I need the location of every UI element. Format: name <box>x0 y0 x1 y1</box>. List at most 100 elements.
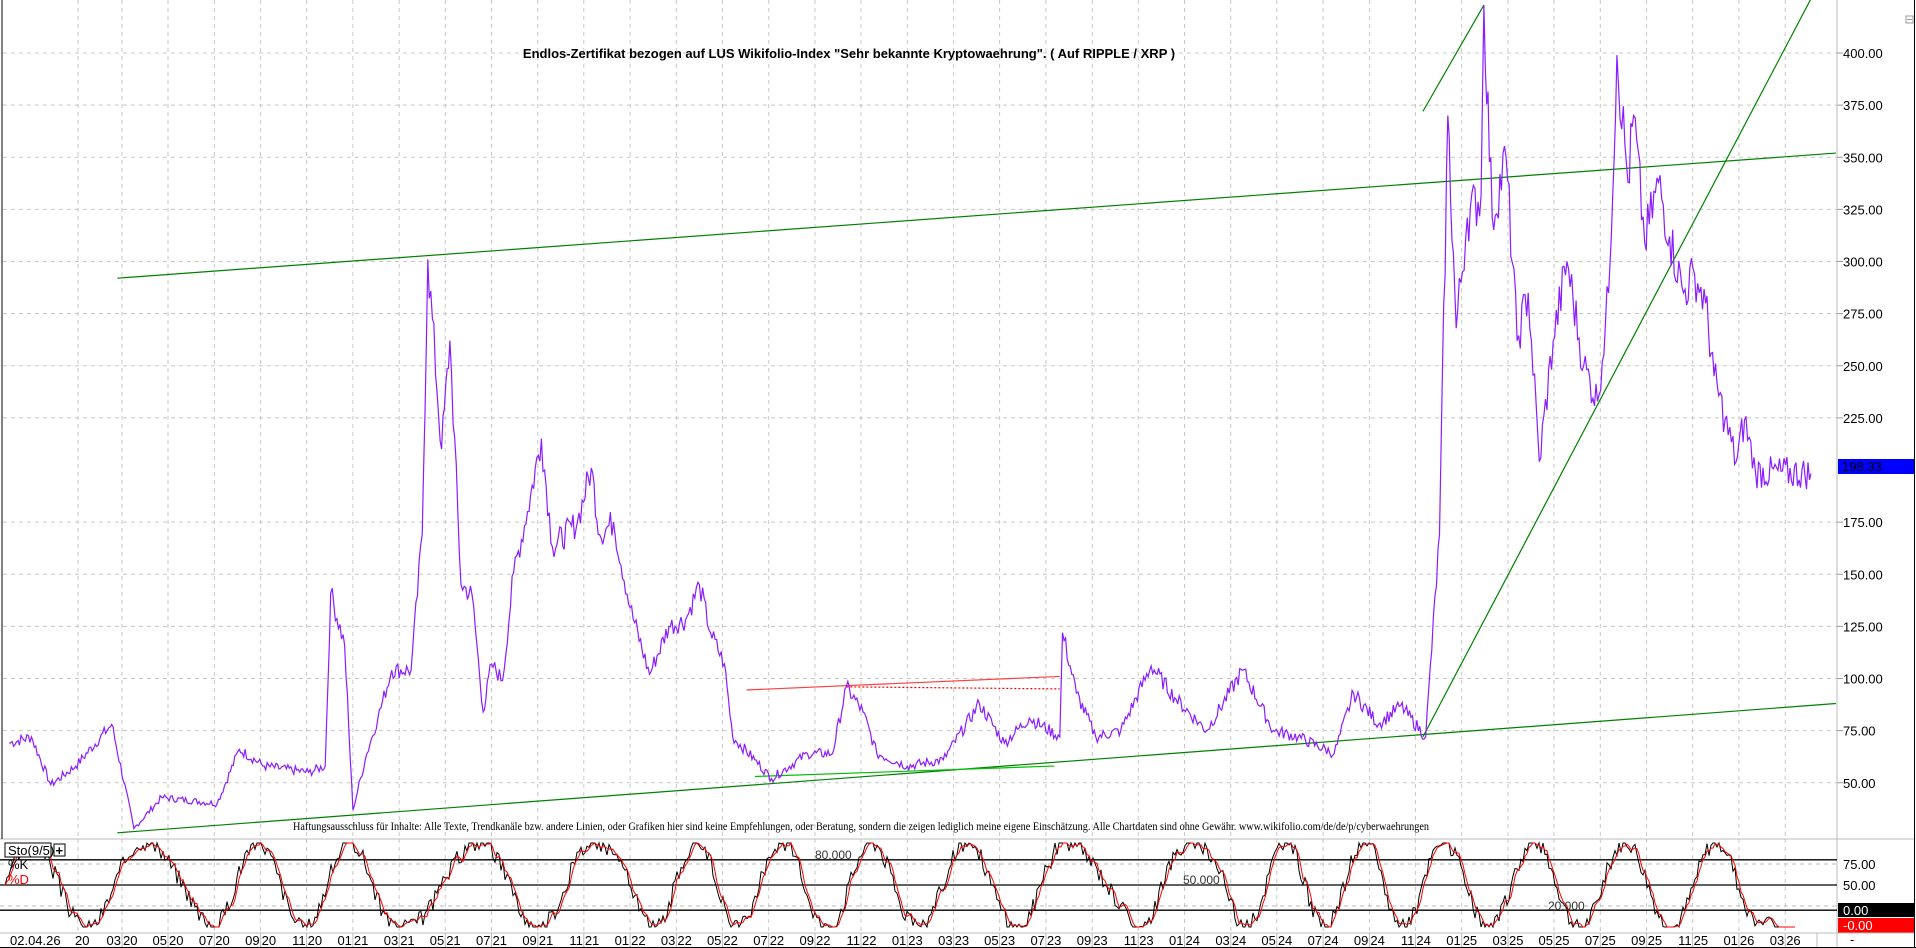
time-axis-month-label: 05 <box>153 933 167 948</box>
time-axis-year-label: 22 <box>816 933 830 948</box>
time-axis-month-label: 03 <box>1493 933 1507 948</box>
time-axis-year-label: 24 <box>1324 933 1338 948</box>
plus-icon[interactable]: + <box>56 843 64 858</box>
price-axis-label: 150.00 <box>1843 567 1883 582</box>
time-axis-year-label: 25 <box>1601 933 1615 948</box>
time-axis-month-label: 03 <box>1215 933 1229 948</box>
time-axis-year-label: 21 <box>493 933 507 948</box>
time-axis-end-label: - <box>1850 932 1854 947</box>
time-axis-year-label: 24 <box>1416 933 1430 948</box>
time-axis-month-label: 07 <box>753 933 767 948</box>
time-axis-year-label: 24 <box>1370 933 1384 948</box>
price-axis: 400.00 375.00 350.00 325.00 300.00 275.00 250.… <box>1837 46 1883 791</box>
time-axis-month-label: 03 <box>384 933 398 948</box>
time-axis-month-label: 07 <box>199 933 213 948</box>
price-axis-label: 225.00 <box>1843 411 1883 426</box>
time-axis-month-label: 11 <box>1124 933 1138 948</box>
time-axis-month-label: 03 <box>938 933 952 948</box>
price-axis-label: 75.00 <box>1843 724 1876 739</box>
trendline-resistance <box>746 675 1060 691</box>
time-axis-year-label: 21 <box>446 933 460 948</box>
d-value: -0.00 <box>1843 918 1873 933</box>
time-axis-month-label: 01 <box>615 933 629 948</box>
level-label-80: 80.000 <box>815 848 852 862</box>
time-axis-month-label: 05 <box>707 933 721 948</box>
time-axis-year-label: 20 <box>215 933 229 948</box>
time-axis: 03 20 05 20 07 20 09 20 11 20 01 21 03 21 05 21 07 21 09 21… <box>107 933 1801 948</box>
time-axis-partial-label: 20 <box>75 933 89 948</box>
time-axis-year-label: 21 <box>400 933 414 948</box>
stoch-k-line <box>4 841 1795 929</box>
price-axis-label: 325.00 <box>1843 202 1883 217</box>
time-axis-month-label: 07 <box>1030 933 1044 948</box>
time-axis-month-label: 09 <box>522 933 536 948</box>
grid <box>3 0 1837 933</box>
time-axis-year-label: 21 <box>539 933 553 948</box>
time-axis-year-label: 23 <box>1139 933 1153 948</box>
time-axis-month-label: 11 <box>569 933 583 948</box>
time-axis-year-label: 25 <box>1694 933 1708 948</box>
price-axis-label: 100.00 <box>1843 672 1883 687</box>
time-axis-year-label: 22 <box>862 933 876 948</box>
collapse-icon[interactable] <box>1905 15 1914 24</box>
time-axis-year-label: 25 <box>1509 933 1523 948</box>
add-indicator-button[interactable] <box>53 843 66 857</box>
time-axis-month-label: 01 <box>1446 933 1460 948</box>
time-axis-year-label: 24 <box>1232 933 1246 948</box>
time-axis-year-label: 24 <box>1186 933 1200 948</box>
collapse-icon-box[interactable] <box>1905 15 1914 24</box>
trend-lines <box>117 0 1836 834</box>
time-axis-year-label: 26 <box>1786 933 1800 948</box>
time-axis-year-label: 20 <box>308 933 322 948</box>
stoch-axis-75: 75.00 <box>1843 857 1876 872</box>
stoch-axis-50: 50.00 <box>1843 878 1876 893</box>
d-value-box <box>1838 918 1914 933</box>
time-axis-year-label: 23 <box>1001 933 1015 948</box>
trendline-upper-channel <box>117 152 1836 279</box>
time-axis-month-label: 05 <box>430 933 444 948</box>
stochastic-legend[interactable]: Sto(9/5) + %K %D <box>4 842 66 887</box>
time-axis-month-label: 11 <box>292 933 306 948</box>
last-price-box <box>1838 459 1914 474</box>
time-axis-month-label: 05 <box>1261 933 1275 948</box>
trendline-lower-channel <box>117 702 1836 834</box>
time-axis-month-label: 05 <box>984 933 998 948</box>
time-axis-month-label: 11 <box>847 933 861 948</box>
time-axis-month-label: 07 <box>1308 933 1322 948</box>
k-legend: %K <box>8 857 29 872</box>
time-axis-month-label: 03 <box>661 933 675 948</box>
stochastic-panel <box>0 841 1837 929</box>
trendline-base-support <box>754 765 1055 778</box>
time-axis-year-label: 23 <box>955 933 969 948</box>
price-axis-label: 300.00 <box>1843 255 1883 270</box>
price-axis-label: 250.00 <box>1843 359 1883 374</box>
time-axis-month-label: 05 <box>1539 933 1553 948</box>
time-axis-month-label: 07 <box>476 933 490 948</box>
price-series-line <box>9 4 1812 831</box>
level-label-20: 20.000 <box>1548 899 1585 913</box>
d-legend: %D <box>8 872 29 887</box>
price-axis-label: 375.00 <box>1843 98 1883 113</box>
indicator-label[interactable]: Sto(9/5) <box>8 843 54 858</box>
time-axis-month-label: 09 <box>245 933 259 948</box>
time-axis-year-label: 25 <box>1555 933 1569 948</box>
stoch-d-line <box>4 842 1795 928</box>
price-axis-label: 350.00 <box>1843 150 1883 165</box>
time-axis-year-label: 22 <box>631 933 645 948</box>
time-axis-month-label: 11 <box>1678 933 1692 948</box>
time-axis-year-label: 26 <box>1740 933 1754 948</box>
time-axis-year-label: 20 <box>123 933 137 948</box>
last-price-label: 198.33 <box>1842 459 1882 474</box>
last-price-marker: 198.33 <box>1838 459 1914 474</box>
level-label-50: 50.000 <box>1183 873 1220 887</box>
time-axis-year-label: 21 <box>585 933 599 948</box>
time-axis-year-label: 20 <box>262 933 276 948</box>
time-axis-month-label: 11 <box>1401 933 1415 948</box>
trendline-resistance-dotted <box>846 686 1060 690</box>
trendline-breakout-line <box>1422 4 1485 112</box>
time-axis-month-label: 03 <box>1770 933 1784 948</box>
indicator-label-box[interactable] <box>4 842 52 858</box>
time-axis-year-label: 24 <box>1278 933 1292 948</box>
time-axis-year-label: 25 <box>1648 933 1662 948</box>
